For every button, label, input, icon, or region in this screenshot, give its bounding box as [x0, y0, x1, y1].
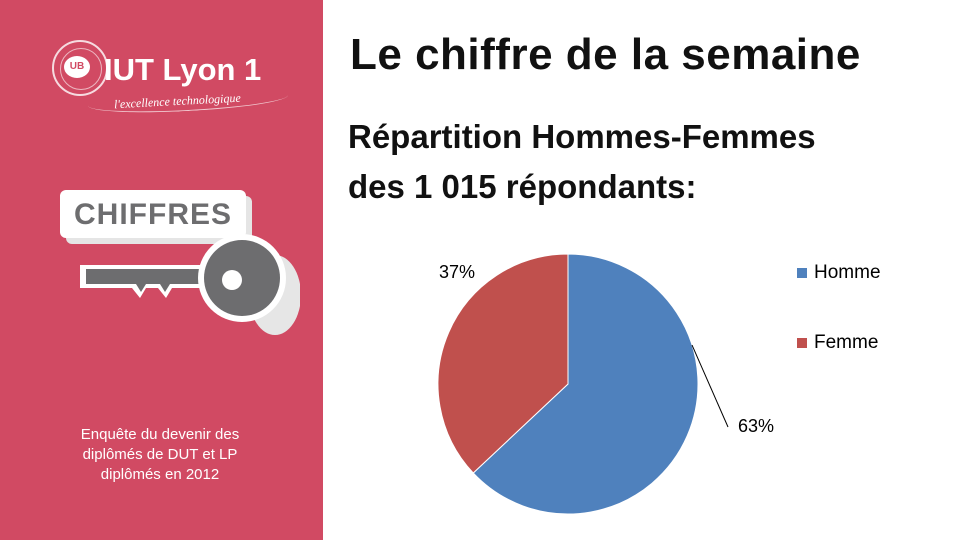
- survey-line: diplômés en 2012: [100, 466, 220, 483]
- legend-label-femme: Femme: [814, 332, 878, 353]
- badge-label: CHIFFRES: [60, 190, 246, 238]
- survey-line: diplômés de DUT et LP: [82, 446, 238, 463]
- subtitle-line: des 1 015 répondants:: [348, 168, 697, 205]
- leader-line: [691, 344, 729, 428]
- pie-slice-femme: [437, 253, 569, 474]
- legend-swatch-femme: [797, 338, 807, 348]
- chart-subtitle: Répartition Hommes-Femmes des 1 015 répo…: [348, 112, 948, 212]
- survey-line: Enquête du devenir des: [80, 426, 240, 443]
- logo-mark: UB: [64, 56, 90, 78]
- logo-emblem-icon: [52, 40, 108, 96]
- legend-label-homme: Homme: [814, 262, 881, 283]
- pie-chart: 63% 37% Homme Femme: [437, 253, 881, 515]
- data-label-femme: 37%: [439, 262, 475, 282]
- key-icon: [80, 234, 300, 335]
- survey-description: Enquête du devenir des diplômés de DUT e…: [40, 425, 280, 485]
- legend-swatch-homme: [797, 268, 807, 278]
- pie-slice-homme: [472, 253, 699, 515]
- iut-lyon-logo: UB IUT Lyon 1 l'excellence technologique: [48, 38, 298, 128]
- sidebar: UB IUT Lyon 1 l'excellence technologique…: [0, 0, 323, 540]
- logo-name: IUT Lyon 1: [104, 52, 262, 87]
- page-title: Le chiffre de la semaine: [350, 30, 861, 79]
- subtitle-line: Répartition Hommes-Femmes: [348, 118, 816, 155]
- chiffres-key-badge: CHIFFRES: [60, 190, 300, 340]
- data-label-homme: 63%: [738, 416, 774, 436]
